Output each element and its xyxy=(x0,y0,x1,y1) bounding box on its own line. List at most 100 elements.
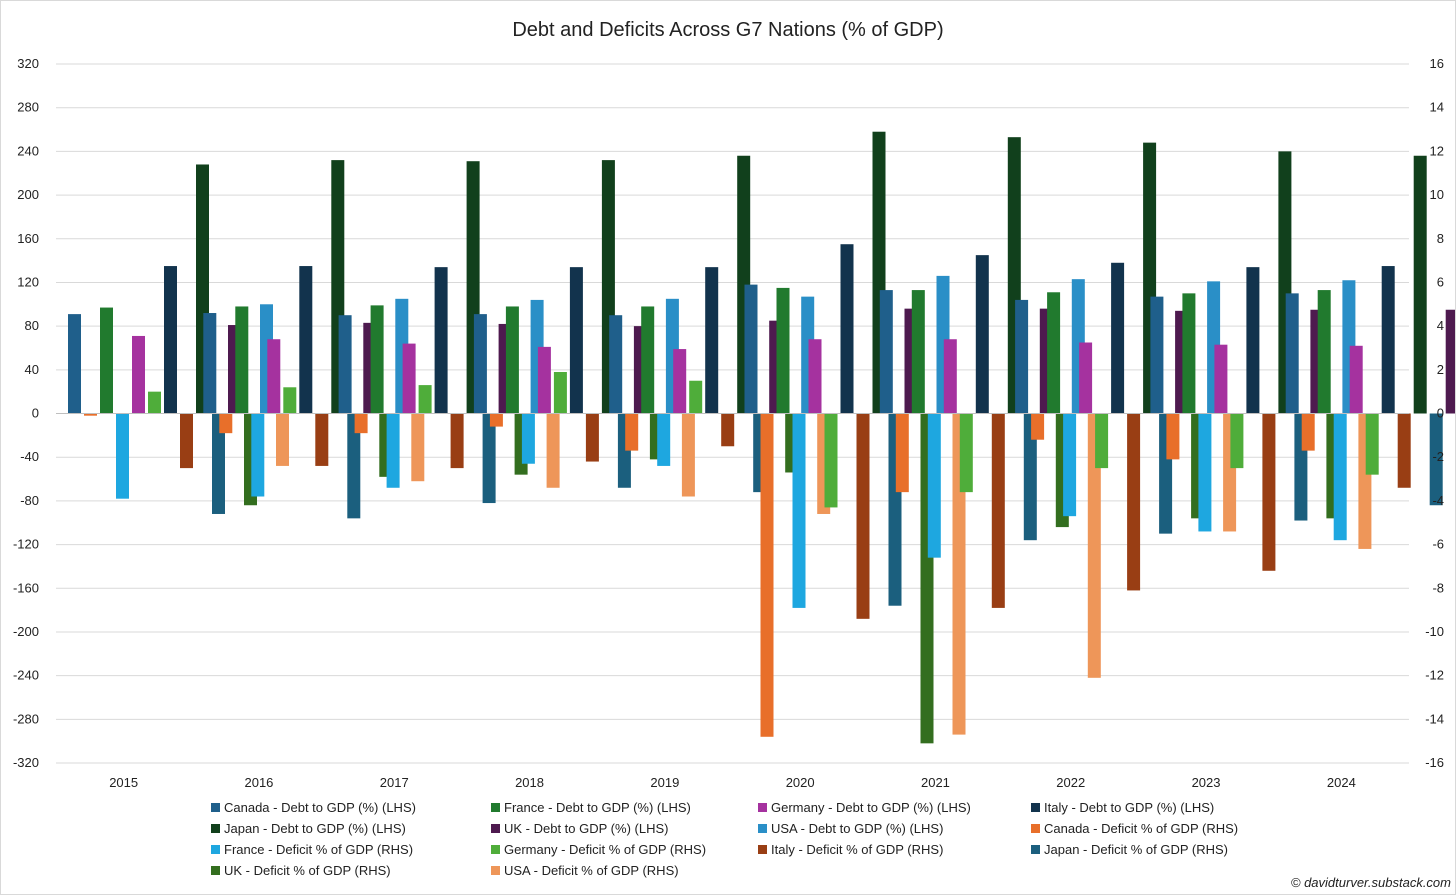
legend-label: UK - Debt to GDP (%) (LHS) xyxy=(504,821,668,836)
legend-swatch xyxy=(491,824,500,833)
bar xyxy=(68,314,81,414)
bar xyxy=(1023,413,1037,541)
bar xyxy=(489,413,503,427)
bar xyxy=(546,413,560,488)
bar xyxy=(1063,413,1077,517)
bar xyxy=(1198,413,1212,532)
bar xyxy=(681,413,695,497)
bar xyxy=(1047,292,1061,414)
legend-swatch xyxy=(758,824,767,833)
y-right-tick-label: 2 xyxy=(1437,362,1444,377)
bar xyxy=(84,413,97,416)
bar xyxy=(370,305,384,414)
x-tick-label: 2016 xyxy=(244,775,273,790)
legend-label: UK - Deficit % of GDP (RHS) xyxy=(224,863,391,878)
y-left-tick-label: -160 xyxy=(13,580,39,595)
bar xyxy=(315,413,329,466)
bar xyxy=(1301,413,1315,451)
y-right-tick-label: 4 xyxy=(1437,318,1444,333)
bar xyxy=(267,339,281,414)
bar xyxy=(1015,299,1029,414)
bar xyxy=(808,339,822,414)
bar xyxy=(505,306,519,414)
legend-label: Germany - Debt to GDP (%) (LHS) xyxy=(771,800,971,815)
bar xyxy=(959,413,973,493)
bar xyxy=(792,413,806,608)
x-tick-label: 2020 xyxy=(786,775,815,790)
bar xyxy=(1111,262,1125,414)
legend-swatch xyxy=(758,803,767,812)
bar xyxy=(952,413,966,735)
legend-label: France - Deficit % of GDP (RHS) xyxy=(224,842,413,857)
bar xyxy=(411,413,425,482)
chart-title: Debt and Deficits Across G7 Nations (% o… xyxy=(512,19,943,41)
bar xyxy=(1285,293,1299,414)
legend-swatch xyxy=(491,803,500,812)
x-tick-label: 2024 xyxy=(1327,775,1356,790)
bar xyxy=(943,339,957,414)
legend-label: Japan - Debt to GDP (%) (LHS) xyxy=(224,821,406,836)
bar xyxy=(299,266,313,414)
bar xyxy=(991,413,1005,608)
y-right-tick-label: -8 xyxy=(1432,580,1444,595)
y-left-tick-label: 240 xyxy=(17,143,39,158)
y-right-tick-label: 12 xyxy=(1430,143,1444,158)
y-left-tick-label: 160 xyxy=(17,231,39,246)
credit-text: © davidturver.substack.com xyxy=(1291,875,1451,890)
bar xyxy=(164,266,177,414)
bar xyxy=(354,413,368,434)
y-left-tick-label: -40 xyxy=(20,449,39,464)
bar xyxy=(434,267,448,414)
bar xyxy=(776,287,790,414)
y-left-tick-label: -280 xyxy=(13,711,39,726)
y-left-tick-label: 280 xyxy=(17,100,39,115)
y-right-tick-label: -4 xyxy=(1432,493,1444,508)
bar xyxy=(553,371,567,414)
x-tick-label: 2022 xyxy=(1056,775,1085,790)
legend-swatch xyxy=(211,824,220,833)
bar xyxy=(1246,267,1260,414)
y-left-tick-label: 200 xyxy=(17,187,39,202)
bar xyxy=(418,385,432,414)
y-left-tick-label: -320 xyxy=(13,755,39,770)
bar xyxy=(1445,309,1455,414)
y-right-tick-label: -2 xyxy=(1432,449,1444,464)
bar xyxy=(585,413,599,462)
y-right-tick-label: 14 xyxy=(1430,100,1444,115)
bar xyxy=(1214,344,1228,414)
y-axis-right: 16 14 12 10 8 6 4 2 0 -2 -4 -6 -8 -10 -12 -14 -16 xyxy=(1425,56,1444,770)
bar xyxy=(203,313,217,414)
legend: Canada - Debt to GDP (%) (LHS) France - D… xyxy=(211,800,1238,878)
bar xyxy=(116,413,129,499)
bar xyxy=(450,413,464,469)
bar xyxy=(537,346,551,414)
legend-swatch xyxy=(1031,803,1040,812)
bar xyxy=(473,314,487,414)
legend-label: Canada - Debt to GDP (%) (LHS) xyxy=(224,800,416,815)
bar xyxy=(569,267,583,414)
bar xyxy=(100,307,113,414)
legend-swatch xyxy=(211,866,220,875)
bar xyxy=(657,413,671,466)
bar xyxy=(824,413,838,508)
bar xyxy=(276,413,289,466)
y-left-tick-label: -200 xyxy=(13,624,39,639)
y-right-tick-label: -6 xyxy=(1432,537,1444,552)
bar xyxy=(1397,413,1411,488)
bar xyxy=(1230,413,1244,469)
bar xyxy=(625,413,639,451)
bar xyxy=(482,413,496,504)
bar xyxy=(673,349,687,414)
legend-swatch xyxy=(211,803,220,812)
x-tick-label: 2018 xyxy=(515,775,544,790)
y-left-tick-label: 320 xyxy=(17,56,39,71)
legend-swatch xyxy=(758,845,767,854)
bar xyxy=(402,343,416,414)
bar xyxy=(347,413,361,519)
bar xyxy=(1262,413,1276,571)
bar xyxy=(856,413,870,619)
bar xyxy=(1413,155,1427,414)
bar xyxy=(251,413,265,497)
bar xyxy=(1150,296,1164,414)
